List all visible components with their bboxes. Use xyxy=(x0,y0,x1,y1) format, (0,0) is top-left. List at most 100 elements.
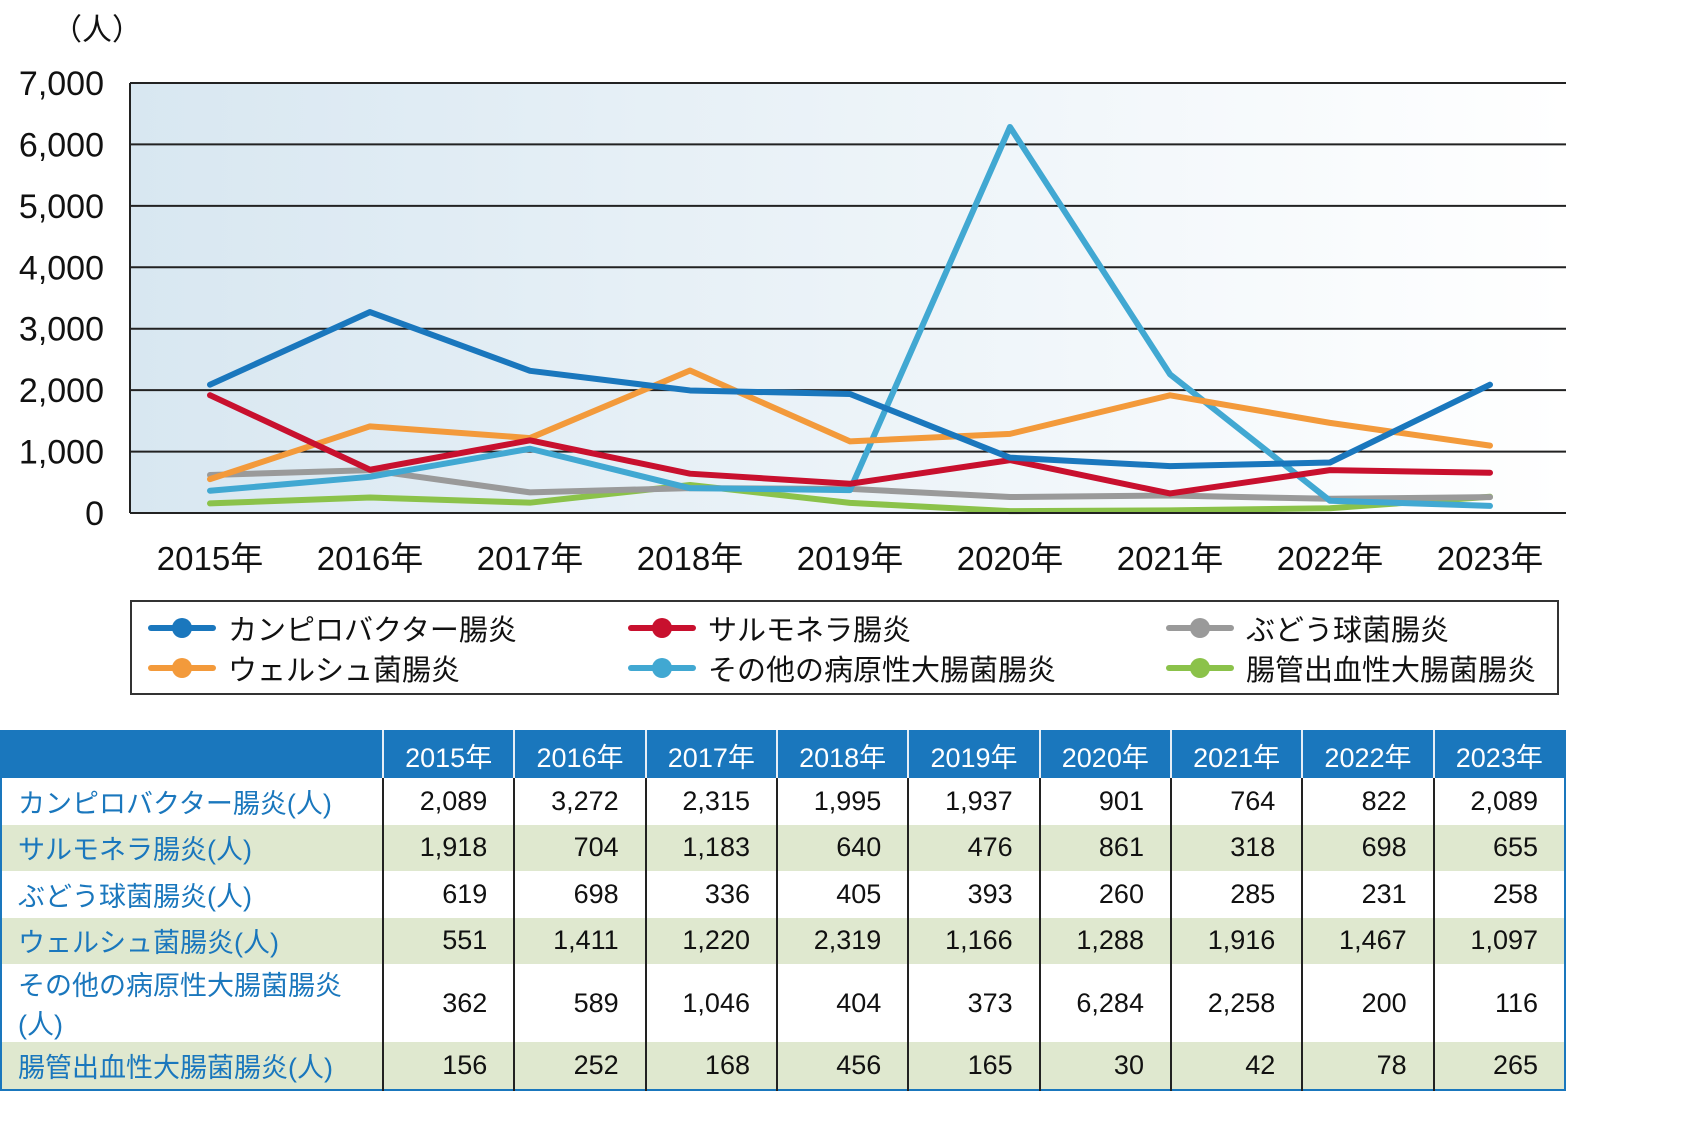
y-tick-label: 6,000 xyxy=(19,126,104,164)
legend-label: 腸管出血性大腸菌腸炎 xyxy=(1246,655,1537,687)
table-cell: 6,284 xyxy=(1038,964,1171,1042)
table-cell: 156 xyxy=(381,1042,515,1090)
legend-line-marker-icon xyxy=(148,616,216,640)
table-header-year: 2016年 xyxy=(513,731,646,778)
table-cell: 1,097 xyxy=(1432,917,1565,964)
table-cell: 285 xyxy=(1169,871,1303,918)
y-axis-ticks: 0 1,000 2,000 3,000 4,000 5,000 6,000 7,000 xyxy=(19,65,104,533)
table-cell: 165 xyxy=(907,1042,1040,1090)
table-row: ウェルシュ菌腸炎(人) 551 1,411 1,220 2,319 1,166 1,288 1… xyxy=(1,917,1565,964)
table-cell: 116 xyxy=(1432,964,1565,1042)
table-cell: 640 xyxy=(775,824,909,871)
table-cell: 1,046 xyxy=(644,964,777,1042)
table-cell: 252 xyxy=(513,1042,646,1090)
table-cell: 78 xyxy=(1301,1042,1434,1090)
series-lines xyxy=(207,123,1493,515)
table-header-year: 2019年 xyxy=(907,731,1040,778)
legend-label: ウェルシュ菌腸炎 xyxy=(228,655,461,687)
table-cell: 655 xyxy=(1432,824,1565,871)
plot-area xyxy=(130,83,1566,513)
y-tick-label: 2,000 xyxy=(19,372,104,410)
y-tick-label: 4,000 xyxy=(19,249,104,287)
y-tick-label: 1,000 xyxy=(19,434,104,472)
table-header-year: 2017年 xyxy=(644,731,777,778)
table-cell: 168 xyxy=(644,1042,777,1090)
y-tick-label: 5,000 xyxy=(19,188,104,226)
y-axis-unit-label: （人） xyxy=(52,14,142,47)
table-cell: 1,183 xyxy=(644,824,777,871)
legend-item: ぶどう球菌腸炎 xyxy=(1166,608,1449,648)
table-header-row: 2015年 2016年 2017年 2018年 2019年 2020年 2021… xyxy=(1,731,1565,778)
legend-line-marker-icon xyxy=(148,656,216,680)
data-table: 2015年 2016年 2017年 2018年 2019年 2020年 2021… xyxy=(0,730,1566,1091)
table-cell: 1,937 xyxy=(907,778,1040,825)
legend-item: ウェルシュ菌腸炎 xyxy=(148,648,460,688)
table-cell: 456 xyxy=(775,1042,909,1090)
table-cell: 258 xyxy=(1432,871,1565,918)
table-cell: 1,411 xyxy=(513,917,646,964)
table-corner-cell xyxy=(1,731,383,778)
table-cell: 589 xyxy=(513,964,646,1042)
legend-line-marker-icon xyxy=(1166,656,1234,680)
table-cell: 405 xyxy=(775,871,909,918)
table-cell: 822 xyxy=(1301,778,1434,825)
table-row: ぶどう球菌腸炎(人) 619 698 336 405 393 260 285 231 258 xyxy=(1,871,1565,918)
table-cell: 698 xyxy=(1301,824,1434,871)
x-tick-label: 2020年 xyxy=(957,540,1063,577)
x-axis-ticks: 2015年 2016年 2017年 2018年 2019年 2020年 2021年 2022年… xyxy=(157,540,1543,577)
table-cell: 393 xyxy=(907,871,1040,918)
legend-item: カンピロバクター腸炎 xyxy=(148,608,517,648)
table-cell: 861 xyxy=(1038,824,1171,871)
legend-line-marker-icon xyxy=(628,616,696,640)
legend-item: その他の病原性大腸菌腸炎 xyxy=(628,648,1056,688)
table-cell: 1,995 xyxy=(775,778,909,825)
table-cell: 30 xyxy=(1038,1042,1171,1090)
table-cell: 231 xyxy=(1301,871,1434,918)
row-label: その他の病原性大腸菌腸炎(人) xyxy=(1,964,383,1042)
table-cell: 404 xyxy=(775,964,909,1042)
table-cell: 901 xyxy=(1038,778,1171,825)
y-tick-label: 7,000 xyxy=(19,65,104,103)
x-tick-label: 2016年 xyxy=(317,540,423,577)
table-cell: 1,166 xyxy=(907,917,1040,964)
table-cell: 373 xyxy=(907,964,1040,1042)
legend-label: カンピロバクター腸炎 xyxy=(228,615,517,647)
table-row: サルモネラ腸炎(人) 1,918 704 1,183 640 476 861 318 698 65… xyxy=(1,824,1565,871)
row-label: カンピロバクター腸炎(人) xyxy=(1,778,383,825)
y-tick-label: 0 xyxy=(85,495,104,533)
table-cell: 362 xyxy=(381,964,515,1042)
table-header-year: 2023年 xyxy=(1432,731,1565,778)
table-cell: 265 xyxy=(1432,1042,1565,1090)
x-tick-label: 2021年 xyxy=(1117,540,1223,577)
x-tick-label: 2023年 xyxy=(1437,540,1543,577)
table-cell: 336 xyxy=(644,871,777,918)
row-label: ウェルシュ菌腸炎(人) xyxy=(1,917,383,964)
table-cell: 704 xyxy=(513,824,646,871)
legend-label: サルモネラ腸炎 xyxy=(708,615,912,647)
table-row: その他の病原性大腸菌腸炎(人) 362 589 1,046 404 373 6,284 2,2… xyxy=(1,964,1565,1042)
y-tick-label: 3,000 xyxy=(19,311,104,349)
legend-label: ぶどう球菌腸炎 xyxy=(1246,615,1450,647)
table-cell: 551 xyxy=(381,917,515,964)
table-header-year: 2018年 xyxy=(775,731,909,778)
table-cell: 2,089 xyxy=(1432,778,1565,825)
table-cell: 2,319 xyxy=(775,917,909,964)
table-cell: 260 xyxy=(1038,871,1171,918)
table-row: カンピロバクター腸炎(人) 2,089 3,272 2,315 1,995 1,937 90… xyxy=(1,778,1565,825)
table-cell: 1,220 xyxy=(644,917,777,964)
table-cell: 619 xyxy=(381,871,515,918)
table-header-year: 2022年 xyxy=(1301,731,1434,778)
table-cell: 764 xyxy=(1169,778,1303,825)
row-label: サルモネラ腸炎(人) xyxy=(1,824,383,871)
table-cell: 698 xyxy=(513,871,646,918)
x-tick-label: 2018年 xyxy=(637,540,743,577)
legend-item: サルモネラ腸炎 xyxy=(628,608,911,648)
legend-line-marker-icon xyxy=(628,656,696,680)
legend-line-marker-icon xyxy=(1166,616,1234,640)
table-cell: 2,089 xyxy=(381,778,515,825)
table-header-year: 2015年 xyxy=(381,731,515,778)
table-cell: 1,288 xyxy=(1038,917,1171,964)
table-cell: 1,916 xyxy=(1169,917,1303,964)
table-cell: 2,315 xyxy=(644,778,777,825)
x-tick-label: 2022年 xyxy=(1277,540,1383,577)
